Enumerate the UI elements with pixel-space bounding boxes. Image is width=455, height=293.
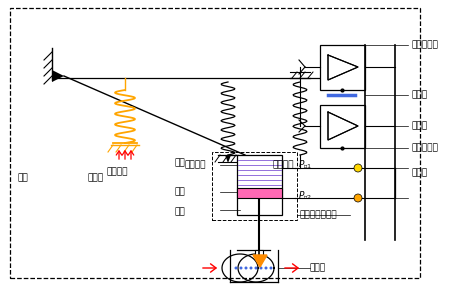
Circle shape	[353, 164, 361, 172]
Circle shape	[244, 267, 247, 270]
Text: 调节阀: 调节阀	[309, 263, 325, 272]
Text: 活塞: 活塞	[174, 188, 185, 197]
Polygon shape	[253, 255, 267, 267]
Text: $P_{出1}$: $P_{出1}$	[298, 158, 311, 170]
Polygon shape	[224, 155, 231, 163]
Circle shape	[269, 267, 272, 270]
Text: 杠杆: 杠杆	[18, 173, 29, 183]
Circle shape	[239, 267, 242, 270]
Text: 定位器: 定位器	[411, 168, 427, 178]
Text: 功率放大器: 功率放大器	[411, 40, 438, 50]
Text: $P_{出2}$: $P_{出2}$	[298, 189, 311, 201]
Circle shape	[353, 194, 361, 202]
Text: 下喷嘴: 下喷嘴	[411, 122, 427, 130]
Bar	[319, 105, 364, 148]
Text: 信号压力: 信号压力	[107, 168, 128, 176]
Text: 功率放大器: 功率放大器	[411, 144, 438, 152]
Bar	[10, 8, 419, 278]
Text: 反馈弹簧: 反馈弹簧	[184, 161, 205, 169]
Text: 调零弹簧: 调零弹簧	[272, 161, 293, 169]
Text: 活塞式执行机构: 活塞式执行机构	[299, 210, 337, 219]
Bar	[319, 45, 364, 90]
Polygon shape	[327, 55, 357, 80]
Circle shape	[264, 267, 267, 270]
Text: 上喷嘴: 上喷嘴	[411, 91, 427, 100]
Text: 推杆: 推杆	[174, 207, 185, 217]
Polygon shape	[327, 112, 357, 140]
Bar	[237, 155, 281, 215]
Bar	[212, 152, 296, 220]
Circle shape	[234, 267, 237, 270]
Circle shape	[254, 267, 257, 270]
Bar	[237, 188, 281, 198]
Bar	[254, 250, 263, 255]
Polygon shape	[52, 70, 64, 82]
Text: 波纹管: 波纹管	[88, 173, 104, 183]
Circle shape	[259, 267, 262, 270]
Text: 气缸: 气缸	[174, 159, 185, 168]
Circle shape	[249, 267, 252, 270]
